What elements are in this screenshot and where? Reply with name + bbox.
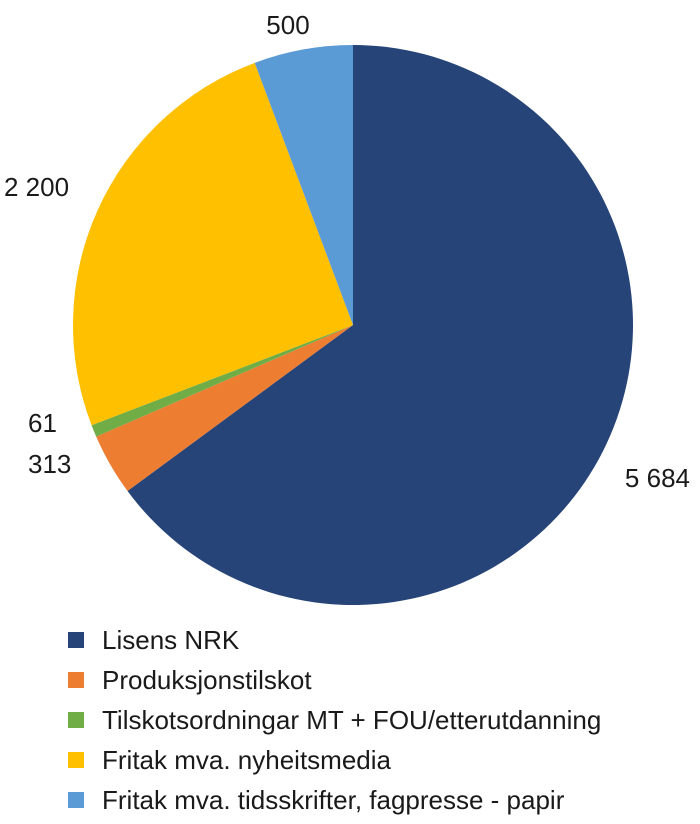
pie-slices xyxy=(72,45,634,605)
pie-data-labels: 5 684 313 61 2 200 500 xyxy=(4,10,690,493)
legend-label-fritak-tidsskrifter: Fritak mva. tidsskrifter, fagpresse - pa… xyxy=(102,784,565,815)
legend-item-fritak-nyheitsmedia: Fritak mva. nyheitsmedia xyxy=(68,740,601,780)
pie-slice-2 xyxy=(91,325,353,437)
legend-label-lisens-nrk: Lisens NRK xyxy=(102,624,240,655)
legend-swatch-fritak-tidsskrifter xyxy=(68,792,84,808)
data-label-2: 61 xyxy=(28,408,57,438)
data-label-4: 500 xyxy=(266,10,309,40)
data-label-3: 2 200 xyxy=(4,172,69,202)
pie-slice-4 xyxy=(254,45,353,325)
legend-label-fritak-nyheitsmedia: Fritak mva. nyheitsmedia xyxy=(102,744,391,775)
pie-slice-1 xyxy=(96,325,354,491)
legend-swatch-lisens-nrk xyxy=(68,632,84,648)
legend-item-tilskotsordningar: Tilskotsordningar MT + FOU/etterutdannin… xyxy=(68,700,601,740)
legend-item-lisens-nrk: Lisens NRK xyxy=(68,620,601,660)
legend-item-fritak-tidsskrifter: Fritak mva. tidsskrifter, fagpresse - pa… xyxy=(68,780,601,820)
legend-label-tilskotsordningar: Tilskotsordningar MT + FOU/etterutdannin… xyxy=(102,704,602,735)
legend-label-produksjonstilskot: Produksjonstilskot xyxy=(102,664,312,695)
legend-swatch-fritak-nyheitsmedia xyxy=(68,752,84,768)
data-label-1: 313 xyxy=(28,449,71,479)
legend-swatch-produksjonstilskot xyxy=(68,672,84,688)
legend: Lisens NRK Produksjonstilskot Tilskotsor… xyxy=(68,620,601,820)
legend-swatch-tilskotsordningar xyxy=(68,712,84,728)
legend-item-produksjonstilskot: Produksjonstilskot xyxy=(68,660,601,700)
pie-slice-0 xyxy=(127,45,634,605)
pie-slice-3 xyxy=(72,62,354,426)
data-label-0: 5 684 xyxy=(625,463,690,493)
